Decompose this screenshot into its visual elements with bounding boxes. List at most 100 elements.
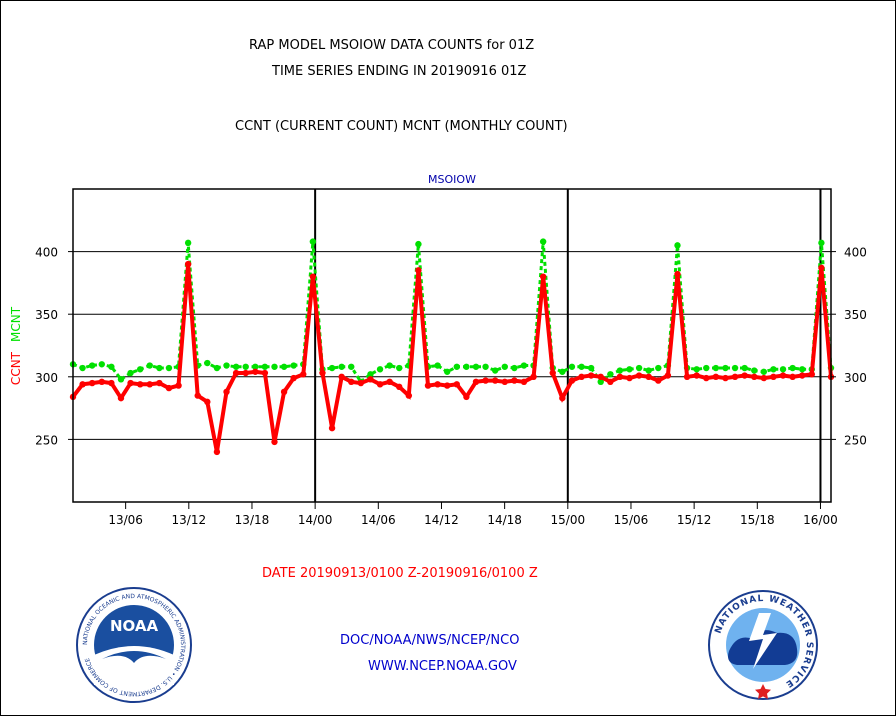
data-point-ccnt <box>655 377 662 384</box>
data-point-ccnt <box>261 369 269 377</box>
data-point-ccnt <box>616 373 624 380</box>
data-point-mcnt <box>213 364 221 372</box>
y-axis-label-ccnt: CCNT <box>9 351 23 385</box>
data-point-mcnt <box>722 364 729 372</box>
data-point-ccnt <box>156 379 163 387</box>
data-point-ccnt <box>511 377 518 384</box>
data-point-mcnt <box>136 366 144 373</box>
data-point-mcnt <box>165 364 173 372</box>
data-point-ccnt <box>674 270 681 278</box>
data-point-ccnt <box>328 424 336 432</box>
data-point-ccnt <box>232 369 240 377</box>
data-point-mcnt <box>645 367 652 374</box>
data-point-mcnt <box>348 363 355 370</box>
data-point-ccnt <box>751 373 758 380</box>
data-point-ccnt <box>587 372 595 379</box>
data-point-mcnt <box>184 239 192 247</box>
data-point-mcnt <box>117 376 125 383</box>
data-point-ccnt <box>539 273 547 280</box>
grid-lines <box>73 189 831 502</box>
y-tick-label-right: 300 <box>844 371 867 385</box>
data-point-ccnt <box>127 379 134 387</box>
x-tick-label: 15/18 <box>740 513 775 527</box>
x-tick-label: 15/06 <box>614 513 649 527</box>
data-point-ccnt <box>818 264 825 272</box>
y-tick-label-left: 350 <box>35 308 58 322</box>
data-point-ccnt <box>501 378 508 386</box>
data-point-ccnt <box>175 382 182 389</box>
data-point-mcnt <box>146 362 153 369</box>
website-link[interactable]: WWW.NCEP.NOAA.GOV <box>368 659 517 674</box>
data-point-ccnt <box>204 398 211 406</box>
y-axis-label-mcnt: MCNT <box>9 306 23 342</box>
data-point-mcnt <box>463 363 470 370</box>
y-tick-label-right: 250 <box>844 433 867 447</box>
y-tick-label-left: 300 <box>35 371 58 385</box>
x-tick-label: 13/06 <box>108 513 143 527</box>
data-point-mcnt <box>232 363 240 370</box>
data-point-ccnt <box>779 372 787 379</box>
data-point-mcnt <box>444 368 451 375</box>
y-tick-label-right: 350 <box>844 308 867 322</box>
data-point-ccnt <box>549 369 556 377</box>
data-point-mcnt <box>635 364 643 372</box>
data-point-ccnt <box>290 374 297 382</box>
panel-title: MSOIOW <box>428 173 476 186</box>
data-point-ccnt <box>117 394 125 402</box>
data-point-ccnt <box>434 381 441 388</box>
data-point-mcnt <box>108 363 115 370</box>
y-tick-label-right: 400 <box>844 246 867 260</box>
data-point-ccnt <box>252 368 259 375</box>
data-point-ccnt <box>108 379 115 387</box>
data-point-mcnt <box>703 364 710 372</box>
y-tick-label-left: 250 <box>35 433 58 447</box>
x-tick-label: 15/00 <box>551 513 586 527</box>
data-point-mcnt <box>539 238 547 245</box>
data-point-ccnt <box>597 373 604 380</box>
data-point-ccnt <box>472 378 480 386</box>
data-point-ccnt <box>165 384 173 392</box>
data-point-ccnt <box>760 374 768 382</box>
data-point-mcnt <box>741 364 748 372</box>
data-point-ccnt <box>213 448 221 456</box>
data-point-mcnt <box>367 371 374 378</box>
x-tick-label: 14/12 <box>424 513 459 527</box>
data-point-ccnt <box>520 378 528 386</box>
data-point-ccnt <box>578 373 585 380</box>
data-point-mcnt <box>376 366 384 373</box>
data-point-ccnt <box>79 381 86 388</box>
org-link[interactable]: DOC/NOAA/NWS/NCEP/NCO <box>340 633 520 648</box>
x-tick-label: 14/06 <box>361 513 396 527</box>
data-point-mcnt <box>434 362 441 369</box>
data-point-ccnt <box>789 373 796 380</box>
data-point-ccnt <box>242 369 249 377</box>
x-tick-label: 14/18 <box>487 513 522 527</box>
data-point-mcnt <box>223 362 230 369</box>
x-tick-label: 14/00 <box>298 513 333 527</box>
data-point-mcnt <box>587 364 595 372</box>
data-point-mcnt <box>127 369 134 377</box>
data-point-mcnt <box>693 366 700 373</box>
data-point-ccnt <box>635 372 643 379</box>
x-tick-label: 13/12 <box>172 513 207 527</box>
data-point-ccnt <box>415 267 422 274</box>
data-point-mcnt <box>386 362 393 369</box>
chart-title-line1: RAP MODEL MSOIOW DATA COUNTS for 01Z <box>249 38 535 53</box>
data-point-ccnt <box>722 374 729 382</box>
data-point-mcnt <box>779 366 787 373</box>
noaa-logo-text: NOAA <box>110 617 159 635</box>
data-point-mcnt <box>482 363 489 370</box>
data-point-ccnt <box>453 381 460 388</box>
data-point-mcnt <box>597 378 604 386</box>
data-point-ccnt <box>463 393 470 401</box>
data-point-mcnt <box>290 362 297 369</box>
axes: 250 250 300 300 350 350 400 400 13/06 13/12 13/18 1… <box>9 173 867 527</box>
data-point-ccnt <box>482 377 489 384</box>
data-point-mcnt <box>559 368 566 375</box>
x-tick-label: 16/00 <box>803 513 838 527</box>
data-point-mcnt <box>415 240 422 248</box>
series-line-ccnt <box>71 263 833 453</box>
data-point-mcnt <box>568 363 576 370</box>
data-point-ccnt <box>376 381 384 388</box>
data-point-ccnt <box>568 377 576 384</box>
